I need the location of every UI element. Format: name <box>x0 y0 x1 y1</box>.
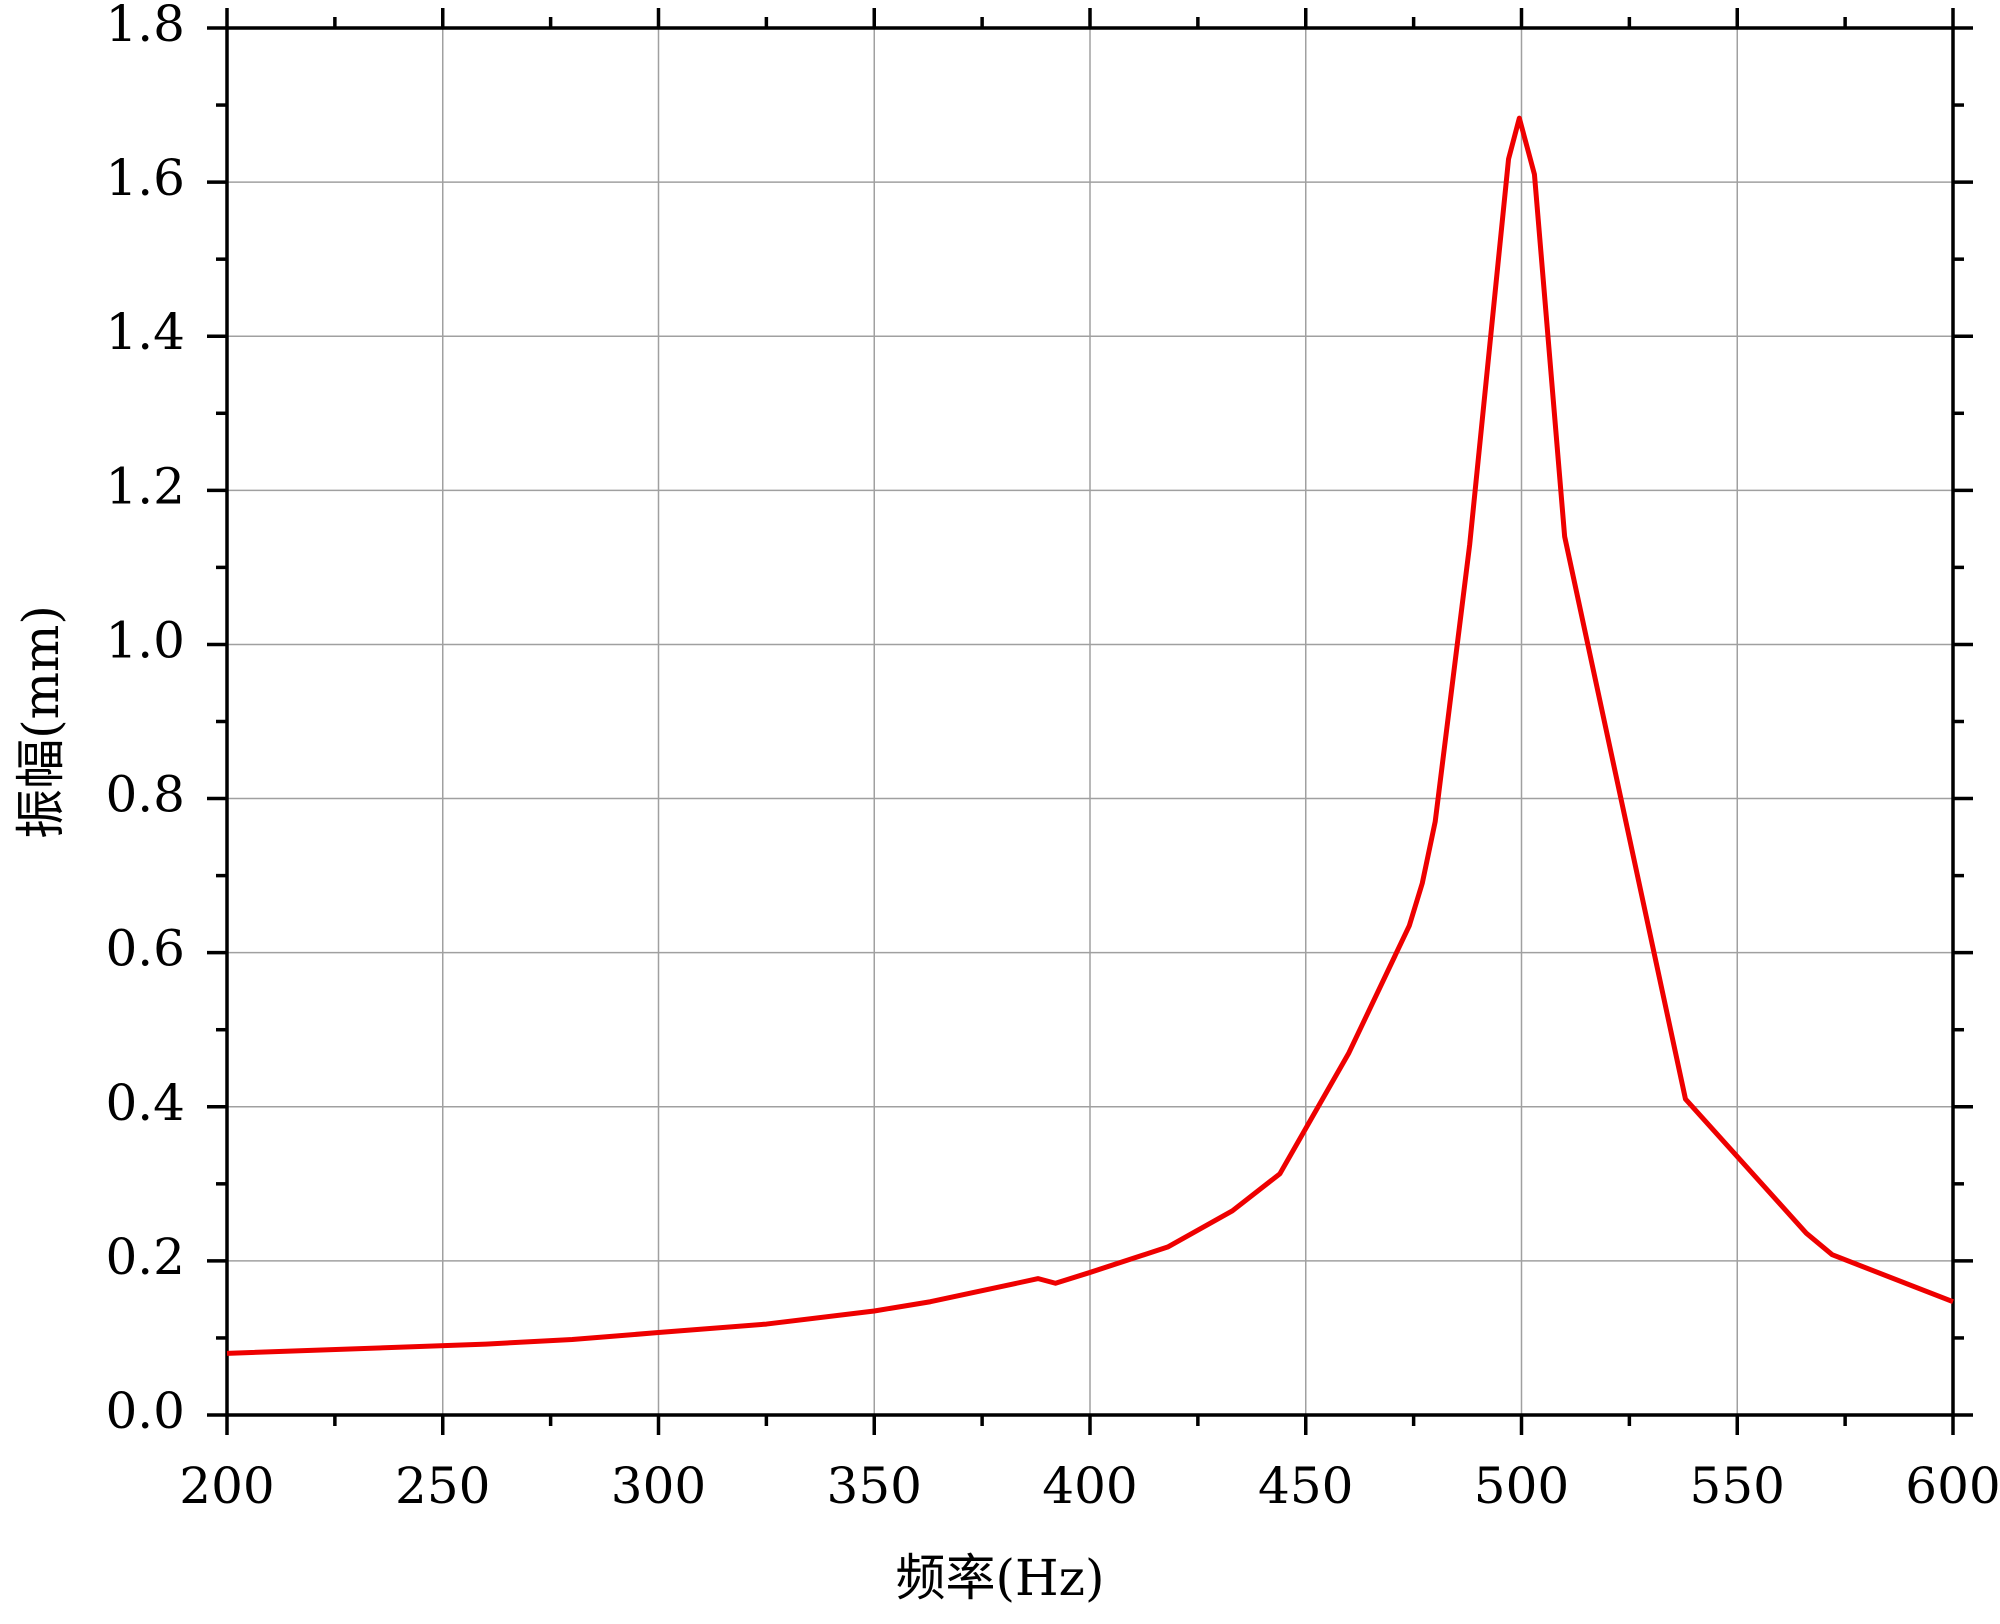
x-tick-label: 600 <box>1905 1457 2000 1515</box>
y-axis-title: 振幅(mm) <box>12 605 70 839</box>
y-tick-label: 0.2 <box>105 1228 185 1286</box>
x-tick-label: 300 <box>611 1457 706 1515</box>
y-tick-label: 0.4 <box>105 1074 185 1132</box>
y-tick-label: 1.2 <box>105 457 185 515</box>
y-tick-label: 0.8 <box>105 766 185 824</box>
data-line <box>226 115 1954 1356</box>
x-tick-label: 350 <box>827 1457 922 1515</box>
x-tick-label: 500 <box>1474 1457 1569 1515</box>
x-tick-label: 250 <box>395 1457 490 1515</box>
y-tick-label: 1.4 <box>105 303 185 361</box>
x-axis-title: 频率(Hz) <box>896 1549 1105 1607</box>
y-tick-label: 0.0 <box>105 1382 185 1440</box>
plot-frame <box>225 26 1955 1417</box>
x-tick-label: 450 <box>1258 1457 1353 1515</box>
y-tick-label: 1.0 <box>105 611 185 669</box>
x-tick-label: 550 <box>1690 1457 1785 1515</box>
y-tick-label: 0.6 <box>105 920 185 978</box>
y-tick-label: 1.6 <box>105 149 185 207</box>
y-tick-label: 1.8 <box>105 0 185 53</box>
x-tick-label: 400 <box>1042 1457 1137 1515</box>
x-tick-label: 200 <box>179 1457 274 1515</box>
